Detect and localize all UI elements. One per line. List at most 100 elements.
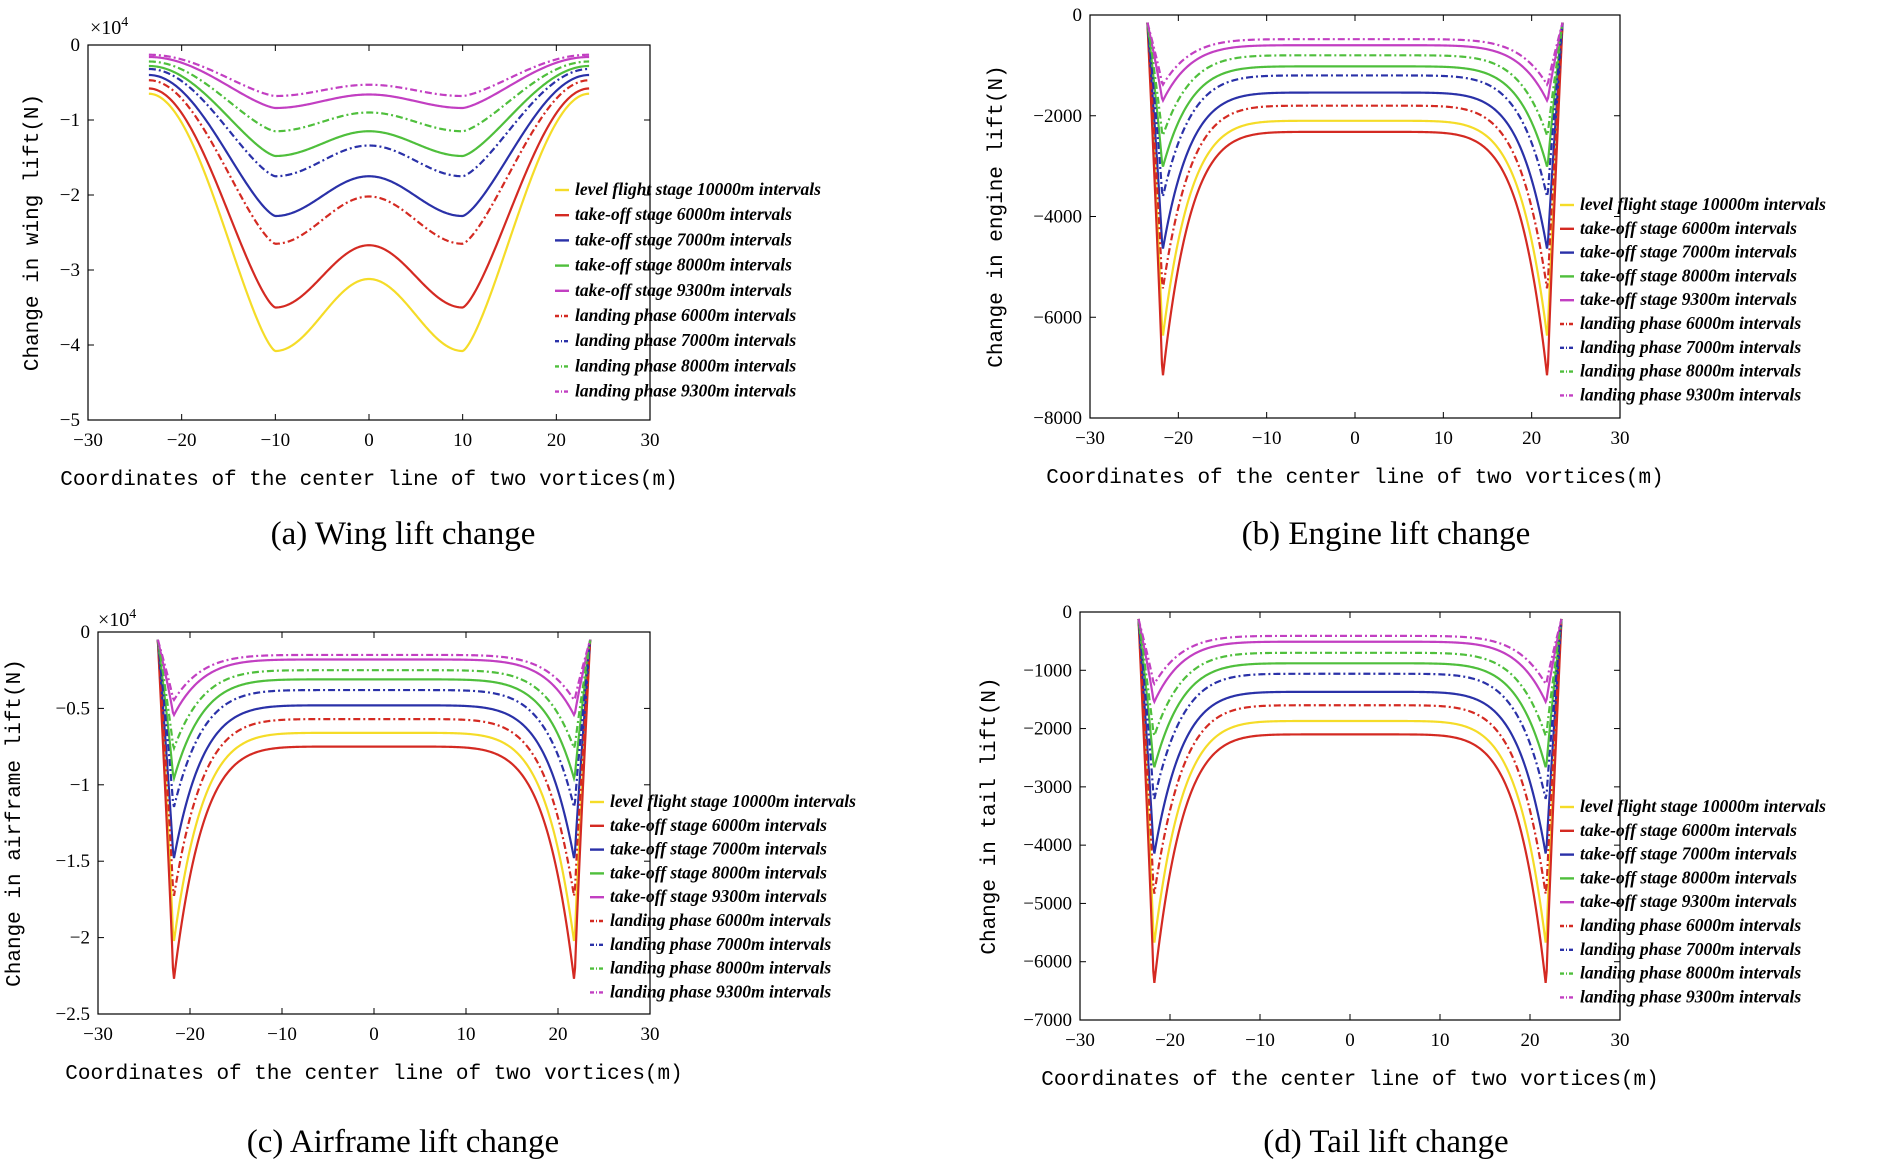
legend-entry: take-off stage 7000m intervals [1580,844,1797,864]
y-tick-label: 0 [1063,602,1073,623]
legend-entry: take-off stage 7000m intervals [610,839,827,859]
series-line [1146,22,1564,167]
series-line [156,639,592,718]
series-line [156,639,592,942]
series-line [148,67,590,178]
series-line [148,55,590,110]
series-line [156,639,592,808]
legend-entry: take-off stage 8000m intervals [610,862,827,882]
series-group [1137,618,1563,984]
y-tick-label: −2 [60,185,80,206]
subfigure-caption: (b) Engine lift change [1242,516,1531,552]
x-tick-label: −30 [1075,428,1105,449]
y-tick-label: −1 [70,775,90,796]
x-tick-label: 20 [1522,428,1541,449]
y-tick-label: −2000 [1023,719,1072,740]
series-group [156,639,592,979]
legend-entry: landing phase 6000m intervals [1580,313,1801,333]
x-tick-label: −20 [1155,1030,1185,1051]
x-axis-label: Coordinates of the center line of two vo… [60,469,678,492]
x-tick-label: 0 [364,430,374,451]
x-tick-label: 30 [1611,1030,1630,1051]
legend-entry: landing phase 7000m intervals [575,330,796,350]
x-tick-label: −10 [267,1024,297,1045]
series-line [1146,22,1564,87]
y-tick-label: 0 [1073,5,1083,26]
x-tick-label: 10 [1431,1030,1450,1051]
x-tick-label: 0 [1345,1030,1355,1051]
y-tick-label: −0.5 [56,698,90,719]
subfigure-caption: (a) Wing lift change [271,516,536,552]
series-line [1146,22,1564,289]
legend-entry: landing phase 6000m intervals [610,910,831,930]
legend-entry: take-off stage 9300m intervals [1580,289,1797,309]
x-tick-label: 30 [1611,428,1630,449]
y-axis-label: Change in tail lift(N) [979,677,1002,954]
legend-entry: level flight stage 10000m intervals [610,791,856,811]
x-axis-label: Coordinates of the center line of two vo… [1046,467,1664,490]
series-line [1137,618,1563,894]
series-line [156,639,592,783]
legend-entry: take-off stage 6000m intervals [1580,218,1797,238]
series-line [1137,618,1563,705]
series-line [148,92,590,353]
legend-entry: landing phase 7000m intervals [1580,939,1801,959]
legend-entry: level flight stage 10000m intervals [575,179,821,199]
x-tick-label: −20 [1163,428,1193,449]
x-tick-label: −30 [83,1024,113,1045]
y-tick-label: −3 [60,260,80,281]
y-tick-label: −6000 [1033,307,1082,328]
series-line [1137,618,1563,740]
x-tick-label: −20 [175,1024,205,1045]
series-line [1146,22,1564,249]
y-tick-label: −5000 [1023,893,1072,914]
legend-entry: take-off stage 6000m intervals [610,815,827,835]
series-line [156,639,592,896]
x-tick-label: −10 [1245,1030,1275,1051]
series-line [1137,618,1563,768]
y-tick-label: −1 [60,110,80,131]
chart-b: −30 −20 −10 0 10 20 30 0 −2000 −4000 −6000 −8000 Coo… [986,5,1826,552]
series-group [148,53,590,353]
x-tick-label: 10 [1434,428,1453,449]
x-tick-label: 20 [547,430,566,451]
legend-entry: level flight stage 10000m intervals [1580,194,1826,214]
legend-entry: landing phase 9300m intervals [575,381,796,401]
y-tick-label: −4000 [1033,207,1082,228]
x-tick-label: −30 [73,430,103,451]
series-line [1146,22,1564,139]
chart-a: −30 −20 −10 0 10 20 30 0 −1 −2 −3 −4 −5 ×104 Coordinat… [22,15,821,552]
legend-entry: landing phase 7000m intervals [1580,337,1801,357]
x-tick-label: 30 [641,1024,660,1045]
x-tick-label: 20 [1521,1030,1540,1051]
legend-entry: landing phase 8000m intervals [575,355,796,375]
series-line [148,79,590,245]
legend-entry: take-off stage 9300m intervals [575,280,792,300]
series-line [1137,618,1563,984]
series-line [148,53,590,98]
y-tick-label: −1000 [1023,660,1072,681]
x-tick-label: 30 [641,430,660,451]
legend-entry: landing phase 6000m intervals [575,305,796,325]
y-tick-label: −2 [70,928,90,949]
legend-entry: take-off stage 7000m intervals [575,229,792,249]
y-tick-label: 0 [81,622,91,643]
series-line [1137,618,1563,800]
legend-entry: take-off stage 8000m intervals [1580,867,1797,887]
y-tick-label: −3000 [1023,777,1072,798]
legend-entry: landing phase 9300m intervals [1580,384,1801,404]
subfigure-caption: (c) Airframe lift change [247,1124,559,1160]
x-axis-label: Coordinates of the center line of two vo… [1041,1069,1659,1092]
chart-d: −30 −20 −10 0 10 20 30 0 −1000 −2000 −3000 −4000 −50… [979,602,1826,1160]
series-line [1146,22,1564,336]
x-tick-label: −10 [260,430,290,451]
series-group [1146,22,1564,376]
series-line [156,639,592,979]
x-tick-label: 0 [369,1024,379,1045]
legend-entry: landing phase 6000m intervals [1580,915,1801,935]
series-line [156,639,592,702]
legend-entry: take-off stage 6000m intervals [575,204,792,224]
legend-entry: landing phase 9300m intervals [610,981,831,1001]
legend-entry: take-off stage 9300m intervals [1580,891,1797,911]
